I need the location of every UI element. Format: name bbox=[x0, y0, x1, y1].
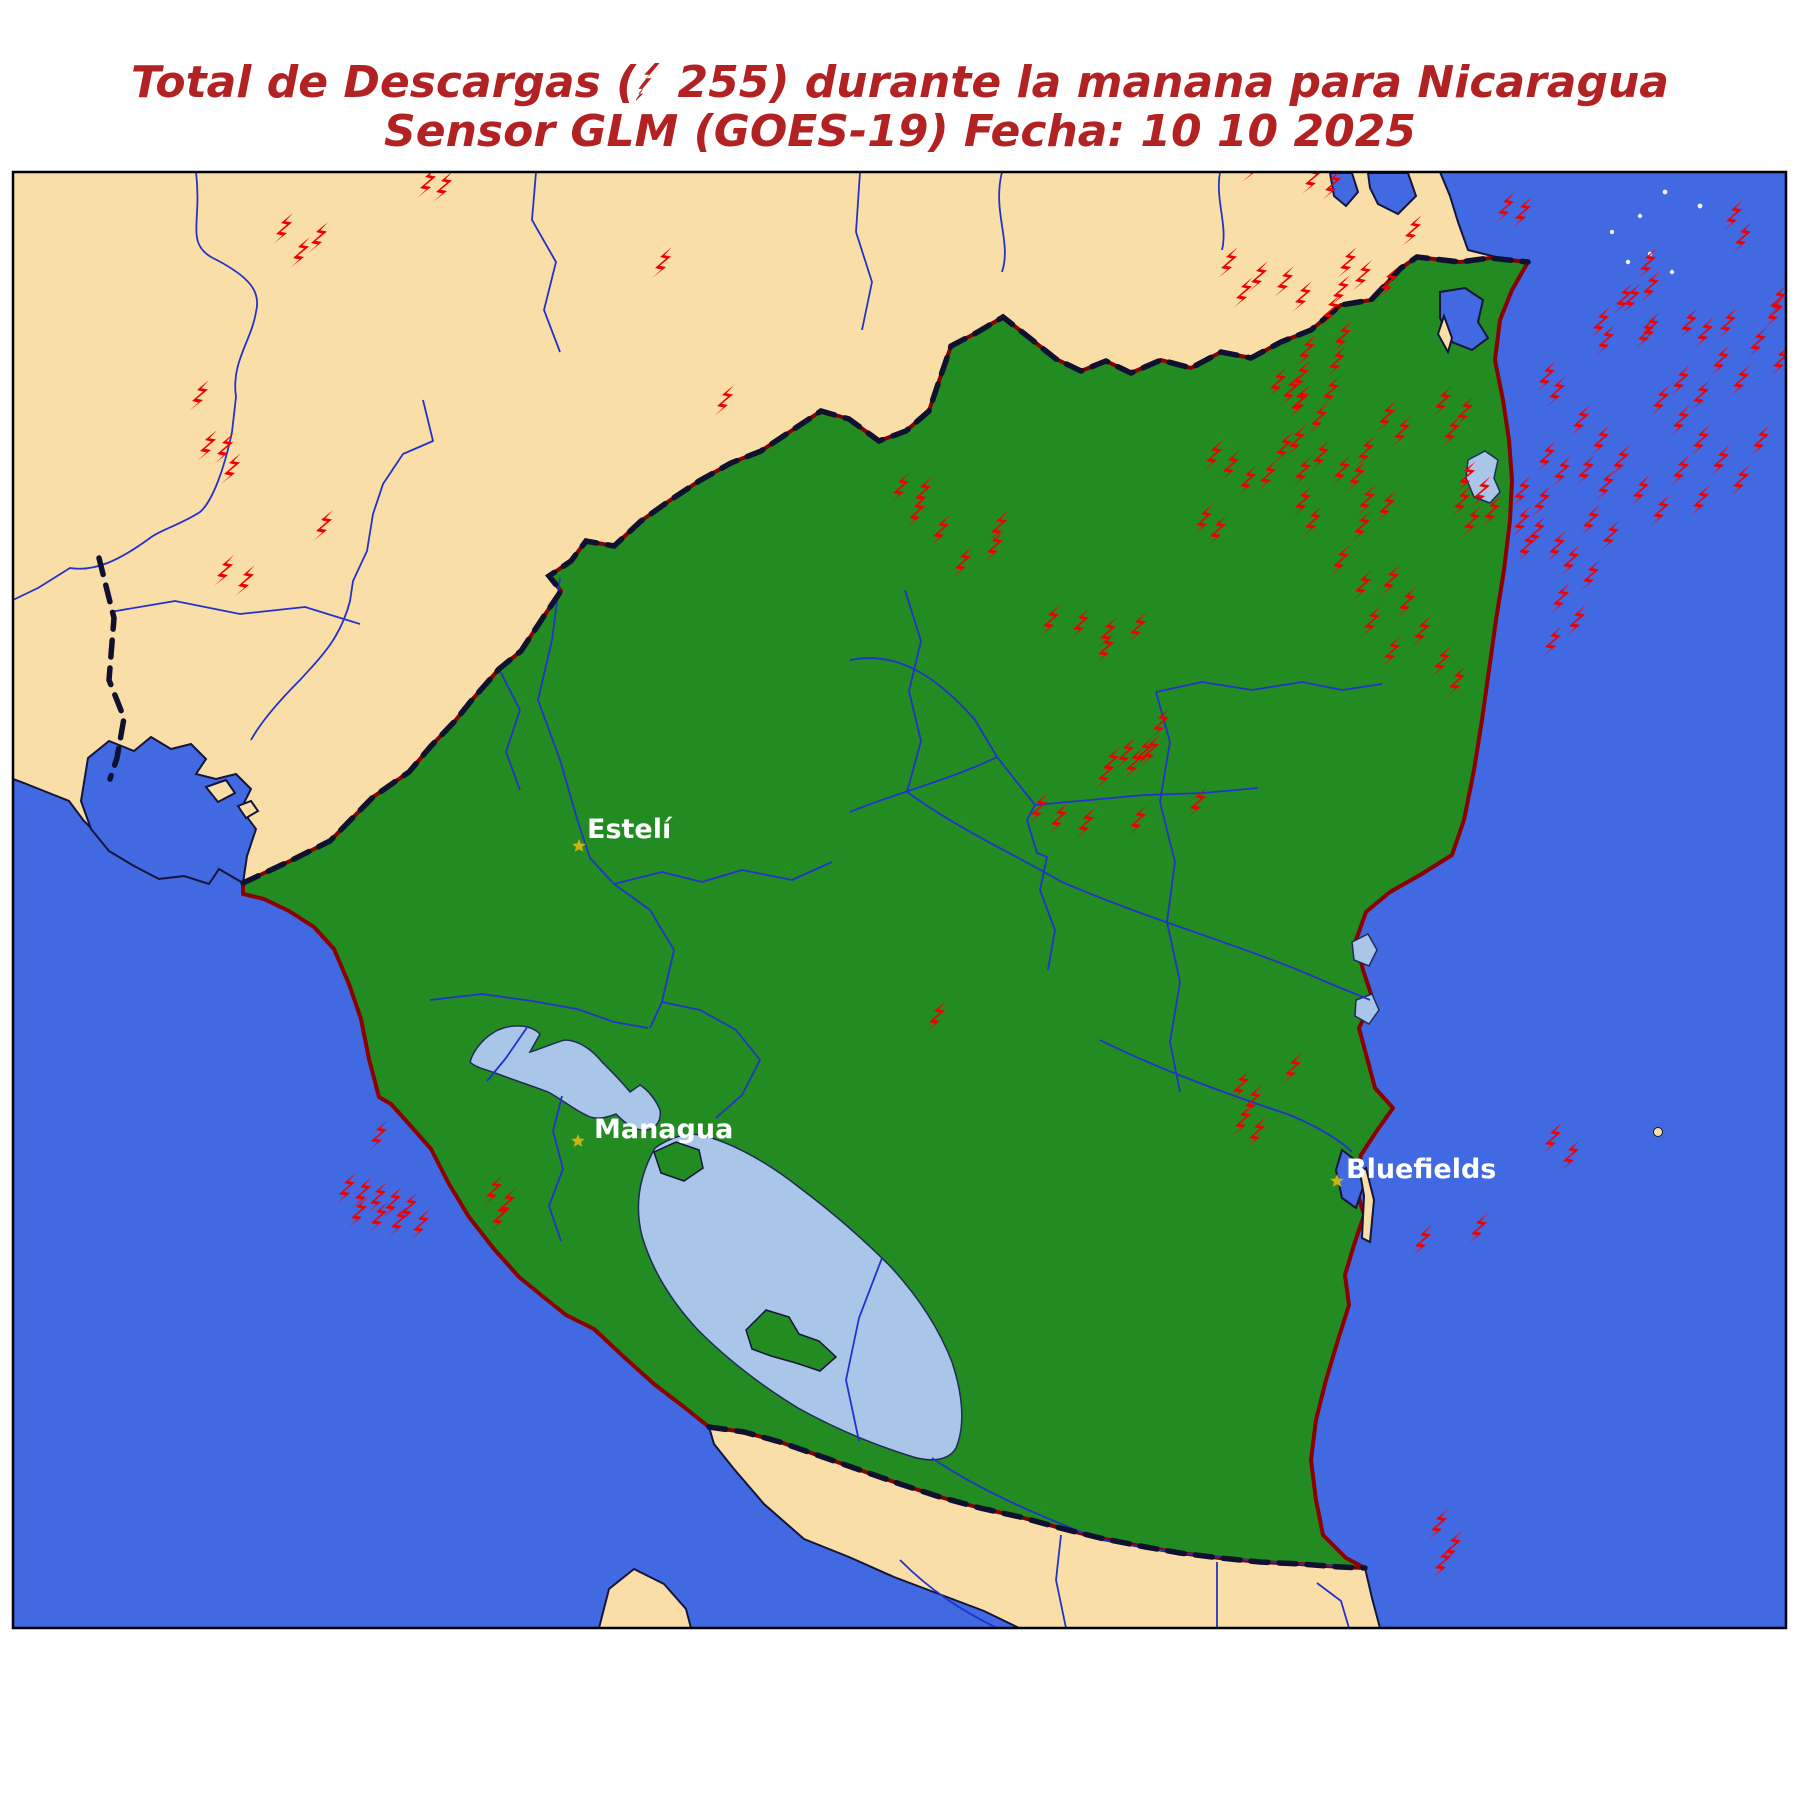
title-strike-count: 255 bbox=[677, 57, 770, 108]
corn-island bbox=[1653, 1127, 1663, 1137]
city-label: Managua bbox=[594, 1114, 733, 1145]
gulf-islet bbox=[236, 799, 260, 820]
nicaragua-costarica-border bbox=[706, 1424, 1368, 1571]
title-line1-prefix: Total de Descargas ( bbox=[131, 57, 637, 108]
map-frame bbox=[11, 170, 1788, 1630]
coastal-lagoon bbox=[1465, 450, 1501, 504]
map-title: Total de Descargas ( 255) durante la man… bbox=[0, 58, 1800, 157]
city-labels-layer: Estelí Managua Bluefields bbox=[571, 814, 1496, 1187]
ometepe-island bbox=[745, 1309, 838, 1372]
title-line1-suffix: ) durante la manana para Nicaragua bbox=[769, 57, 1669, 108]
cape-sandbar bbox=[1436, 312, 1454, 355]
nicaragua-honduras-border bbox=[240, 254, 1531, 886]
costa-rica-peninsula bbox=[597, 1567, 693, 1628]
bluefields-sandbar bbox=[1358, 1166, 1376, 1244]
city-label: Estelí bbox=[587, 814, 673, 845]
pearl-lagoon bbox=[1354, 993, 1380, 1025]
title-line-2: Sensor GLM (GOES-19) Fecha: 10 10 2025 bbox=[384, 106, 1416, 158]
lake-managua bbox=[469, 1025, 662, 1131]
gulf-of-fonseca bbox=[79, 735, 258, 886]
title-line-1: Total de Descargas ( 255) durante la man… bbox=[0, 58, 1800, 107]
zapatera-island bbox=[653, 1141, 704, 1182]
city-label: Bluefields bbox=[1346, 1154, 1496, 1185]
gulf-islet bbox=[204, 778, 237, 804]
elsalvador-honduras-border bbox=[96, 555, 127, 782]
lightning-title-icon bbox=[636, 63, 660, 101]
lake-nicaragua bbox=[637, 1133, 963, 1461]
bluefields-bay bbox=[1334, 1148, 1366, 1210]
pearl-lagoon bbox=[1351, 933, 1378, 967]
international-borders-layer bbox=[96, 254, 1531, 1571]
